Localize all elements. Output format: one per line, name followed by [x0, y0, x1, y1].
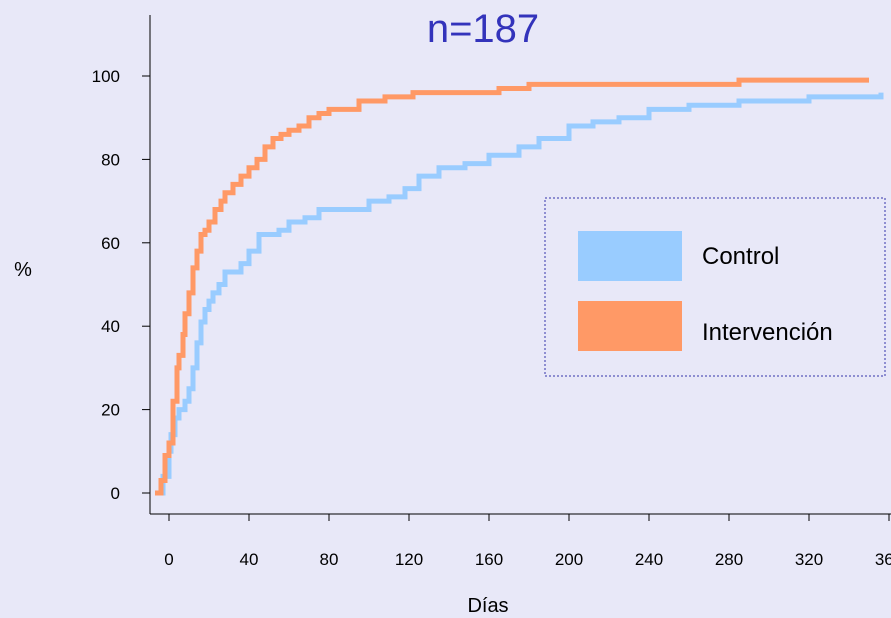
x-axis: 0 40 80 120 160 200 240 280 320 360 — [150, 513, 891, 569]
y-tick-label: 20 — [101, 401, 120, 420]
y-tick-label: 80 — [101, 150, 120, 169]
x-tick-label: 200 — [555, 550, 583, 569]
series-line-control — [155, 92, 884, 496]
series-line-intervencion — [155, 77, 869, 496]
x-axis-title: Días — [467, 595, 508, 617]
x-tick-label: 80 — [320, 550, 339, 569]
x-tick-label: 280 — [715, 550, 743, 569]
y-tick-label: 60 — [101, 234, 120, 253]
y-tick-label: 40 — [101, 317, 120, 336]
x-tick-label: 160 — [475, 550, 503, 569]
legend-swatch-intervencion — [578, 301, 682, 351]
legend-label-intervencion: Intervención — [702, 319, 833, 346]
y-axis: 0 20 40 60 80 100 — [92, 15, 151, 514]
legend-box — [544, 197, 886, 377]
chart-title: n=187 — [427, 7, 539, 51]
x-tick-label: 240 — [635, 550, 663, 569]
y-axis-title: % — [14, 259, 32, 281]
plot-series — [155, 77, 884, 496]
legend-label-control: Control — [702, 243, 779, 270]
y-tick-label: 0 — [111, 484, 120, 503]
y-tick-label: 100 — [92, 67, 120, 86]
legend: Control Intervención — [544, 197, 886, 377]
x-tick-label: 360 — [875, 550, 891, 569]
x-tick-label: 120 — [395, 550, 423, 569]
legend-swatch-control — [578, 231, 682, 281]
x-tick-label: 40 — [240, 550, 259, 569]
x-tick-label: 320 — [795, 550, 823, 569]
x-tick-label: 0 — [164, 550, 173, 569]
